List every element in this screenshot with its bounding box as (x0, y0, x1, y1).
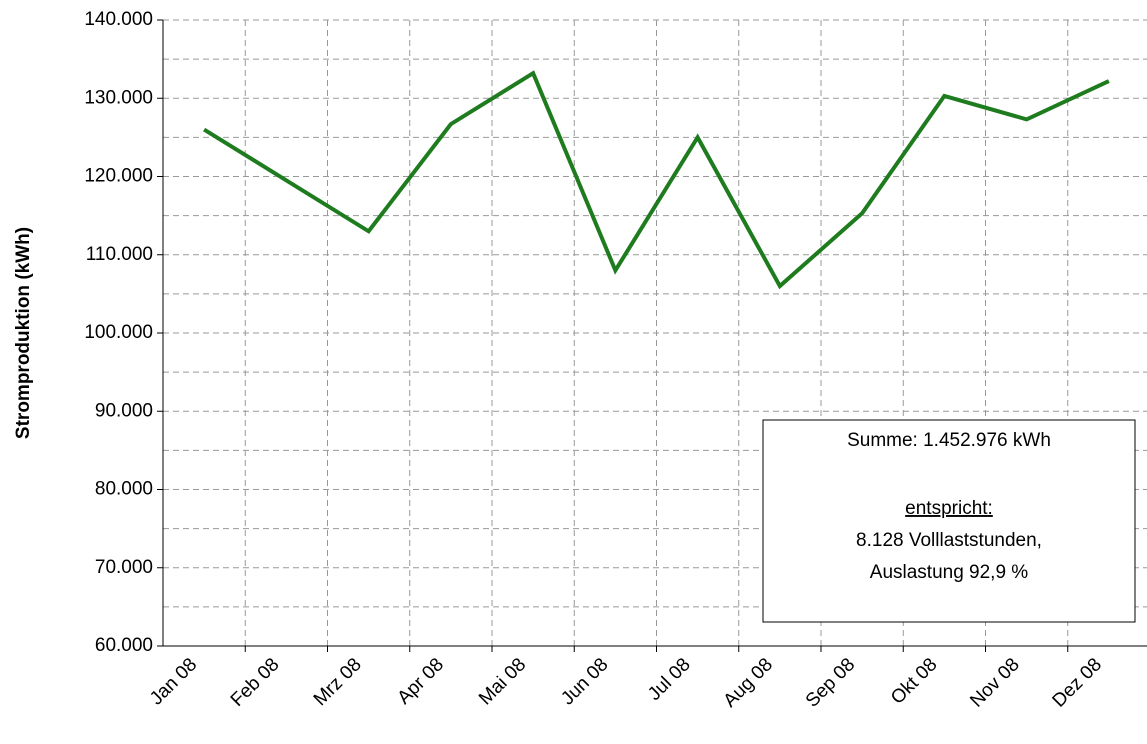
x-tick-label: Jul 08 (644, 654, 695, 705)
y-tick-label: 100.000 (84, 322, 153, 343)
annotation-line: 8.128 Volllaststunden, (856, 530, 1042, 551)
x-tick-label: Nov 08 (966, 654, 1023, 711)
x-tick-label: Okt 08 (887, 654, 941, 708)
x-tick-label: Apr 08 (394, 654, 448, 708)
y-tick-label: 80.000 (95, 479, 153, 500)
annotation-box (762, 419, 1136, 623)
x-tick-label: Aug 08 (720, 654, 777, 711)
x-tick-label: Jun 08 (557, 654, 612, 709)
y-tick-label: 140.000 (84, 9, 153, 30)
annotation-heading: entspricht: (905, 498, 993, 519)
y-tick-label: 110.000 (86, 244, 153, 265)
x-tick-label: Sep 08 (802, 654, 859, 711)
y-tick-label: 90.000 (95, 400, 153, 421)
y-tick-label: 70.000 (95, 557, 153, 578)
y-tick-label: 120.000 (84, 166, 153, 187)
annotation-title: Summe: 1.452.976 kWh (847, 430, 1051, 451)
y-tick-label: 60.000 (95, 635, 153, 656)
y-axis-label: Stromproduktion (kWh) (13, 227, 34, 439)
annotation-line: Auslastung 92,9 % (870, 562, 1029, 583)
line (203, 70, 1110, 290)
x-tick-label: Feb 08 (227, 654, 284, 711)
y-tick-label: 130.000 (84, 87, 153, 108)
x-tick-label: Jan 08 (146, 654, 201, 709)
x-tick-label: Mai 08 (475, 654, 530, 709)
x-tick-label: Dez 08 (1049, 654, 1106, 711)
x-tick-label: Mrz 08 (310, 654, 366, 710)
